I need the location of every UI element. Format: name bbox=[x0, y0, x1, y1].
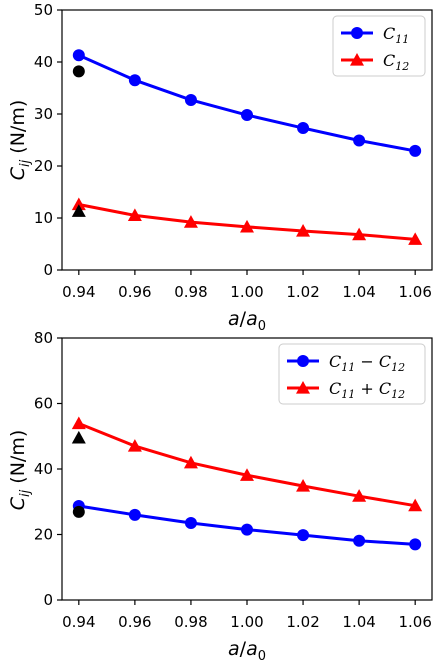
y-tick-label: 50 bbox=[34, 1, 53, 19]
legend-label-2: C11 + C12 bbox=[329, 379, 405, 401]
y-tick-label: 30 bbox=[34, 105, 53, 123]
legend-marker bbox=[297, 355, 309, 367]
legend-marker bbox=[296, 381, 310, 394]
y-axis-title: Cij (N/m) bbox=[7, 100, 33, 181]
y-tick-label: 60 bbox=[34, 395, 53, 413]
reference-point bbox=[71, 204, 86, 217]
y-tick-label: 80 bbox=[34, 329, 53, 347]
data-point bbox=[183, 215, 198, 228]
x-axis-title: a/a0 bbox=[228, 638, 266, 663]
data-point bbox=[296, 224, 311, 237]
legend-box bbox=[332, 15, 426, 77]
y-tick-label: 10 bbox=[34, 209, 53, 227]
x-tick-label: 0.96 bbox=[118, 613, 151, 631]
y-tick-label: 40 bbox=[34, 53, 53, 71]
x-tick-label: 1.02 bbox=[286, 613, 319, 631]
data-point bbox=[408, 498, 423, 512]
y-tick-label: 0 bbox=[43, 591, 53, 609]
data-point bbox=[184, 93, 197, 106]
data-point bbox=[71, 197, 86, 211]
y-tick-label: 40 bbox=[34, 460, 53, 478]
legend-label-2: C12 bbox=[383, 51, 409, 73]
data-point bbox=[296, 479, 311, 492]
x-tick-label: 0.96 bbox=[118, 283, 151, 301]
data-point bbox=[352, 227, 367, 241]
x-tick-label: 1.04 bbox=[342, 283, 375, 301]
data-point bbox=[409, 538, 422, 551]
data-point bbox=[353, 134, 366, 147]
x-tick-label: 1.04 bbox=[342, 613, 375, 631]
legend-label-1: C11 bbox=[383, 24, 409, 46]
legend: C11 − C12 C11 + C12 bbox=[278, 343, 426, 405]
reference-point bbox=[72, 505, 85, 518]
chart-2: 0 20 40 60 80 0.94 0.96 0.98 1.00 1.02 1.04 1.06 a/a… bbox=[7, 329, 433, 663]
reference-point bbox=[71, 430, 86, 444]
data-point bbox=[71, 416, 86, 430]
data-point bbox=[240, 219, 254, 233]
y-tick-label: 20 bbox=[34, 526, 53, 544]
data-point bbox=[409, 144, 422, 157]
reference-point bbox=[72, 65, 85, 78]
y-axis-title: Cij (N/m) bbox=[7, 430, 33, 511]
data-point bbox=[408, 232, 423, 245]
data-point bbox=[297, 529, 310, 542]
x-tick-label: 0.98 bbox=[174, 283, 207, 301]
legend-marker bbox=[350, 53, 364, 66]
data-point bbox=[127, 208, 142, 221]
x-axis-title: a/a0 bbox=[228, 308, 266, 334]
legend-label-1: C11 − C12 bbox=[329, 352, 405, 374]
x-tick-label: 1.06 bbox=[398, 283, 431, 301]
x-tick-label: 0.94 bbox=[62, 613, 95, 631]
data-point bbox=[297, 122, 310, 135]
x-tick-label: 1.06 bbox=[398, 613, 431, 631]
y-tick-label: 20 bbox=[34, 157, 53, 175]
x-tick-label: 1.02 bbox=[286, 283, 319, 301]
data-point bbox=[352, 489, 367, 502]
chart-1: 0 10 20 30 40 50 0.94 0.96 0.98 1.00 1.02 1.04 1.06 a… bbox=[7, 1, 433, 334]
x-tick-label: 0.94 bbox=[62, 283, 95, 301]
x-tick-label: 0.98 bbox=[174, 613, 207, 631]
data-point bbox=[183, 455, 198, 469]
series-line-2 bbox=[78, 422, 416, 508]
legend-marker bbox=[351, 27, 363, 39]
x-tick-label: 1.00 bbox=[230, 283, 263, 301]
data-point bbox=[72, 49, 85, 62]
y-tick-label: 0 bbox=[43, 261, 53, 279]
data-point bbox=[128, 74, 141, 87]
data-point bbox=[128, 508, 141, 521]
data-point bbox=[127, 439, 142, 452]
data-point bbox=[240, 468, 254, 481]
data-point bbox=[353, 534, 366, 547]
data-point bbox=[241, 523, 253, 536]
data-point bbox=[184, 517, 197, 530]
data-point bbox=[241, 109, 253, 122]
x-tick-label: 1.00 bbox=[230, 613, 263, 631]
